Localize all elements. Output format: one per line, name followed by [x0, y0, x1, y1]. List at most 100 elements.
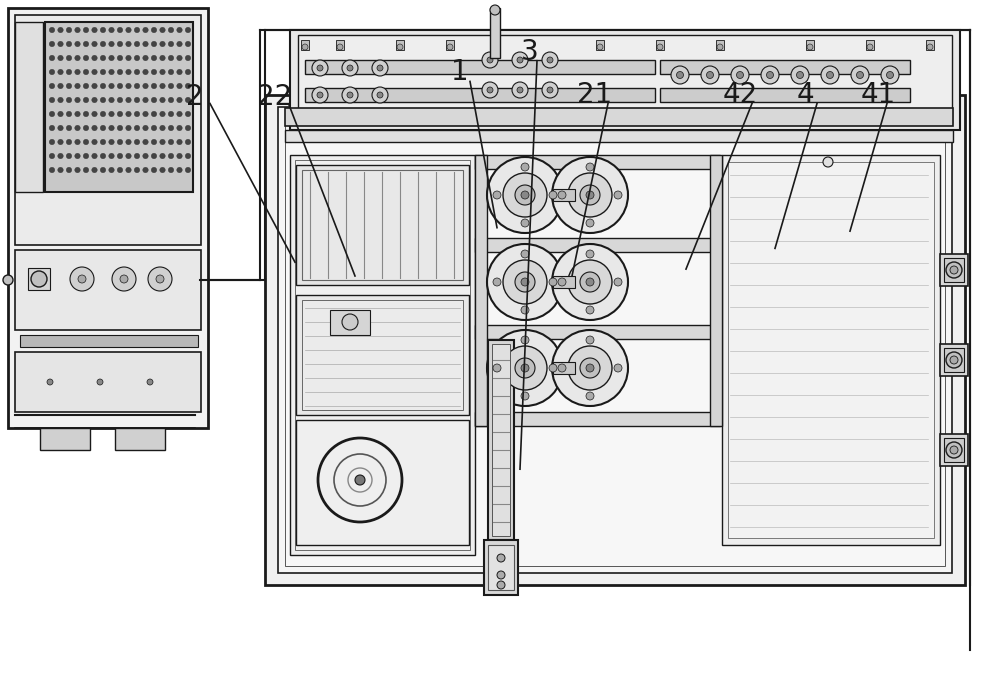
Circle shape	[355, 190, 365, 200]
Circle shape	[3, 275, 13, 285]
Circle shape	[503, 260, 547, 304]
Circle shape	[160, 83, 165, 89]
Circle shape	[112, 267, 136, 291]
Bar	[728, 162, 934, 538]
Bar	[660, 88, 910, 102]
Circle shape	[168, 55, 174, 61]
Circle shape	[168, 69, 174, 75]
Circle shape	[568, 260, 612, 304]
Circle shape	[425, 105, 435, 115]
Bar	[660, 60, 910, 74]
Circle shape	[185, 167, 191, 172]
Circle shape	[49, 41, 55, 47]
Circle shape	[151, 97, 157, 103]
Bar	[940, 254, 968, 286]
Circle shape	[66, 41, 72, 47]
Circle shape	[177, 111, 182, 117]
Bar	[475, 155, 720, 169]
Circle shape	[586, 191, 594, 199]
Circle shape	[887, 72, 894, 79]
Circle shape	[143, 55, 148, 61]
Circle shape	[100, 69, 106, 75]
Circle shape	[143, 41, 148, 47]
Circle shape	[75, 167, 80, 172]
Bar	[15, 15, 201, 245]
Circle shape	[497, 554, 505, 562]
Circle shape	[160, 125, 165, 131]
Circle shape	[676, 72, 684, 79]
Circle shape	[558, 278, 566, 286]
Bar	[492, 344, 510, 536]
Circle shape	[614, 278, 622, 286]
Circle shape	[185, 83, 191, 89]
Circle shape	[66, 97, 72, 103]
Circle shape	[151, 69, 157, 75]
Bar	[940, 434, 968, 466]
Circle shape	[736, 72, 744, 79]
Circle shape	[49, 69, 55, 75]
Circle shape	[487, 330, 563, 406]
Bar	[45, 22, 193, 192]
Circle shape	[75, 153, 80, 159]
Circle shape	[168, 83, 174, 89]
Circle shape	[151, 167, 157, 172]
Circle shape	[568, 346, 612, 390]
Circle shape	[83, 153, 89, 159]
Circle shape	[92, 69, 97, 75]
Circle shape	[134, 27, 140, 33]
Circle shape	[177, 83, 182, 89]
Circle shape	[521, 191, 529, 199]
Circle shape	[109, 83, 114, 89]
Circle shape	[83, 139, 89, 145]
Circle shape	[83, 167, 89, 172]
Circle shape	[160, 97, 165, 103]
Circle shape	[143, 167, 148, 172]
Bar	[28, 268, 50, 290]
Circle shape	[75, 69, 80, 75]
Circle shape	[83, 125, 89, 131]
Circle shape	[92, 111, 97, 117]
Circle shape	[767, 72, 774, 79]
Circle shape	[347, 92, 353, 98]
Circle shape	[521, 392, 529, 400]
Bar	[488, 340, 514, 540]
Bar	[15, 22, 43, 192]
Bar	[290, 155, 475, 555]
Circle shape	[482, 52, 498, 68]
Circle shape	[177, 27, 182, 33]
Bar	[305, 60, 655, 74]
Circle shape	[168, 125, 174, 131]
Circle shape	[100, 111, 106, 117]
Circle shape	[160, 139, 165, 145]
Circle shape	[49, 97, 55, 103]
Circle shape	[160, 153, 165, 159]
Circle shape	[185, 153, 191, 159]
Circle shape	[493, 191, 501, 199]
Circle shape	[58, 27, 63, 33]
Circle shape	[397, 44, 403, 50]
Circle shape	[143, 111, 148, 117]
Bar	[290, 30, 960, 130]
Circle shape	[558, 191, 566, 199]
Circle shape	[75, 41, 80, 47]
Circle shape	[490, 5, 500, 15]
Circle shape	[134, 41, 140, 47]
Circle shape	[950, 356, 958, 364]
Circle shape	[337, 44, 343, 50]
Circle shape	[134, 125, 140, 131]
Circle shape	[160, 111, 165, 117]
Circle shape	[515, 185, 535, 205]
Circle shape	[126, 27, 131, 33]
Circle shape	[177, 125, 182, 131]
Circle shape	[177, 97, 182, 103]
Circle shape	[134, 55, 140, 61]
Circle shape	[126, 139, 131, 145]
Circle shape	[117, 41, 123, 47]
Circle shape	[447, 44, 453, 50]
Circle shape	[58, 83, 63, 89]
Bar	[40, 428, 90, 450]
Circle shape	[58, 111, 63, 117]
Circle shape	[342, 314, 358, 330]
Circle shape	[147, 379, 153, 385]
Circle shape	[946, 442, 962, 458]
